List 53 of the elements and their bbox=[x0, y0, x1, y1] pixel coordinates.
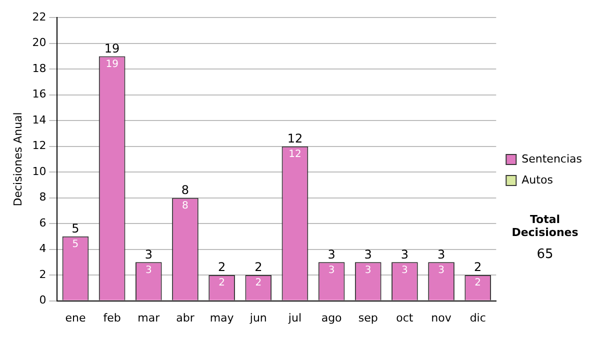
data-label: 12 bbox=[288, 148, 302, 160]
y-axis-title: Decisiones Anual bbox=[11, 112, 24, 206]
y-tick-label: 4 bbox=[39, 242, 46, 256]
y-tick-label: 22 bbox=[32, 10, 46, 24]
total-label: 3 bbox=[364, 247, 372, 262]
total-label: 3 bbox=[400, 247, 409, 262]
data-label: 3 bbox=[364, 264, 372, 276]
data-label: 19 bbox=[106, 58, 118, 70]
data-label: 2 bbox=[218, 278, 225, 289]
y-tick-label: 16 bbox=[32, 88, 46, 101]
data-label: 3 bbox=[328, 264, 335, 276]
x-tick-label: ene bbox=[65, 311, 86, 324]
x-tick-label: dic bbox=[470, 311, 486, 324]
y-tick-label: 18 bbox=[32, 62, 46, 75]
legend-label: Sentencias bbox=[522, 152, 582, 166]
text: Total Decisiones bbox=[510, 213, 580, 239]
text: 65 bbox=[536, 247, 554, 262]
x-tick-label: jul bbox=[287, 311, 302, 324]
x-tick-label: abr bbox=[176, 311, 195, 324]
total-label: 2 bbox=[218, 260, 226, 274]
total-label: 3 bbox=[144, 247, 152, 262]
total-label: 8 bbox=[181, 182, 190, 197]
y-tick-label: 6 bbox=[39, 216, 46, 230]
data-label: 8 bbox=[182, 200, 188, 212]
data-label: 2 bbox=[474, 278, 482, 289]
x-tick-label: may bbox=[210, 311, 234, 324]
x-tick-label: oct bbox=[396, 311, 414, 324]
total-label: 2 bbox=[474, 260, 482, 274]
total-label: 3 bbox=[328, 247, 336, 262]
total-label: 2 bbox=[254, 260, 262, 274]
y-tick-label: 8 bbox=[39, 190, 46, 204]
y-tick-label: 20 bbox=[32, 36, 46, 50]
y-tick-label: 2 bbox=[39, 268, 46, 281]
x-tick-label: sep bbox=[358, 311, 378, 324]
data-label: 2 bbox=[255, 278, 262, 289]
y-tick-label: 0 bbox=[39, 294, 46, 307]
legend-label: Autos bbox=[522, 173, 554, 186]
x-tick-label: ago bbox=[321, 311, 342, 324]
y-tick-label: 12 bbox=[32, 139, 46, 152]
x-tick-label: jun bbox=[248, 311, 267, 324]
data-label: 3 bbox=[145, 264, 152, 276]
x-tick-label: feb bbox=[103, 311, 121, 324]
y-tick-label: 14 bbox=[32, 113, 46, 126]
x-tick-label: mar bbox=[138, 311, 160, 324]
x-tick-label: nov bbox=[431, 311, 452, 324]
data-label: 3 bbox=[438, 264, 444, 276]
total-label: 3 bbox=[437, 247, 446, 262]
y-tick-label: 10 bbox=[32, 164, 46, 178]
data-label: 3 bbox=[402, 264, 408, 276]
total-label: 12 bbox=[287, 131, 303, 146]
data-label: 5 bbox=[72, 239, 79, 250]
total-label: 19 bbox=[104, 41, 120, 56]
total-label: 5 bbox=[72, 222, 80, 236]
